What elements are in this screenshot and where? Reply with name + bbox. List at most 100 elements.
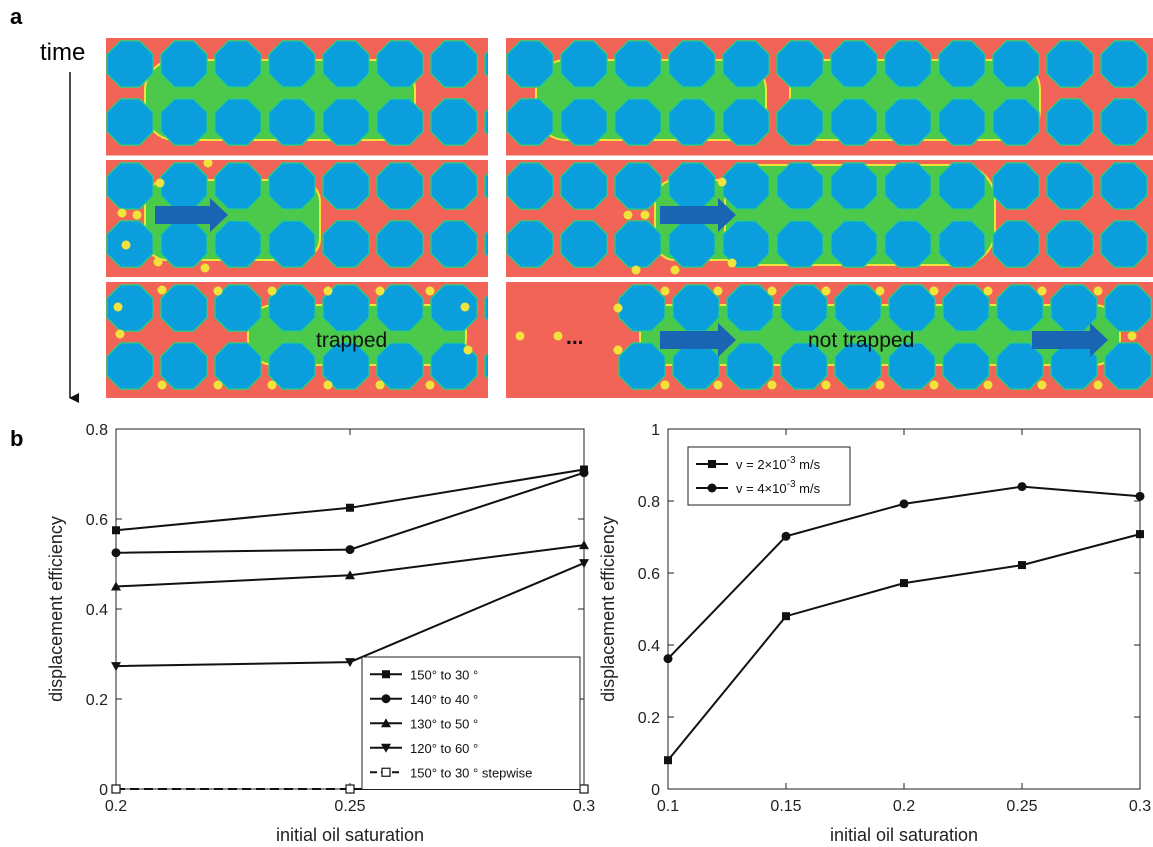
oil-droplet <box>767 286 777 296</box>
grain <box>484 352 488 380</box>
legend-box <box>687 446 851 506</box>
oil-droplet <box>153 257 163 267</box>
x-tick-label: 0.25 <box>334 798 365 815</box>
oil-droplet <box>157 380 167 390</box>
oil-droplet <box>660 380 670 390</box>
grain <box>376 342 424 390</box>
grain <box>672 342 720 390</box>
grain <box>430 342 478 390</box>
marker-circle <box>381 694 391 704</box>
time-label: time <box>40 39 85 66</box>
marker-triangle-down <box>345 658 355 668</box>
grain <box>1046 40 1094 88</box>
grain <box>268 220 316 268</box>
annotation-not-trapped: not trapped <box>808 329 914 352</box>
grain <box>506 220 554 268</box>
oil-droplet <box>1093 380 1103 390</box>
x-tick-label: 0.3 <box>1129 798 1151 815</box>
series-2 <box>111 468 589 558</box>
marker-square <box>112 526 120 535</box>
y-axis-label: displacement efficiency <box>46 516 66 702</box>
snapshot-content <box>106 282 488 398</box>
oil-droplet <box>157 285 167 295</box>
grain <box>722 98 770 146</box>
grain <box>376 162 424 210</box>
grain <box>160 342 208 390</box>
x-axis-label: initial oil saturation <box>830 825 978 845</box>
oil-droplet <box>515 331 525 341</box>
marker-circle <box>663 654 673 664</box>
flow-arrow <box>660 323 736 357</box>
legend: 150° to 30 ° 140° to 40 ° 130° to 50 ° 120°… <box>361 656 581 790</box>
snapshot-5 <box>506 160 1153 277</box>
snapshot-1 <box>106 38 488 156</box>
x-tick-label: 0.3 <box>573 798 595 815</box>
oil-droplet <box>929 286 939 296</box>
grain <box>560 98 608 146</box>
grain <box>1104 342 1152 390</box>
oil-droplet <box>425 286 435 296</box>
legend-text-suffix: m/s <box>796 457 821 472</box>
oil-droplet <box>1093 286 1103 296</box>
oil-droplet <box>375 380 385 390</box>
marker-square <box>1018 561 1026 570</box>
flow-arrow <box>155 198 228 232</box>
grain <box>888 342 936 390</box>
marker-circle <box>1017 482 1027 492</box>
series-4 <box>111 559 589 672</box>
grain <box>160 40 208 88</box>
grain <box>830 40 878 88</box>
grain <box>430 98 478 146</box>
oil-droplet <box>983 380 993 390</box>
grain <box>268 342 316 390</box>
y-tick-label: 0.2 <box>638 710 660 727</box>
oil-droplet <box>717 177 727 187</box>
y-tick-label: 0.6 <box>638 566 660 583</box>
grain <box>322 40 370 88</box>
grain <box>484 294 488 322</box>
oil-droplet <box>213 380 223 390</box>
marker-square <box>346 503 354 512</box>
legend-entry: 130° to 50 ° <box>410 716 478 731</box>
snapshot-content <box>106 38 488 156</box>
grain <box>722 162 770 210</box>
marker-circle <box>579 468 589 478</box>
grain <box>618 342 666 390</box>
grain <box>938 162 986 210</box>
grain <box>214 162 262 210</box>
y-tick-label: 0 <box>651 782 660 799</box>
grain <box>996 342 1044 390</box>
legend: v = 2×10-3 m/sv = 4×10-3 m/s <box>687 446 851 506</box>
water-region <box>506 282 618 398</box>
panel-a-label: a <box>10 4 23 29</box>
oil-droplet <box>375 286 385 296</box>
oil-droplet <box>463 345 473 355</box>
grain <box>776 162 824 210</box>
grain <box>780 284 828 332</box>
grain <box>268 40 316 88</box>
grain <box>484 230 488 258</box>
grain <box>884 40 932 88</box>
grain <box>726 342 774 390</box>
oil-droplet <box>623 210 633 220</box>
grain <box>506 162 554 210</box>
grain <box>506 98 554 146</box>
marker-triangle-up <box>345 570 355 580</box>
grain <box>1100 162 1148 210</box>
snapshot-2 <box>106 160 488 277</box>
y-axis-label: displacement efficiency <box>598 516 618 702</box>
grain <box>830 220 878 268</box>
oil-droplet <box>113 302 123 312</box>
grain <box>830 162 878 210</box>
oil-droplet <box>821 286 831 296</box>
oil-droplet <box>203 160 213 168</box>
y-tick-label: 0.6 <box>86 512 108 529</box>
marker-square <box>1136 530 1144 539</box>
oil-droplet <box>553 331 563 341</box>
grain <box>106 162 154 210</box>
oil-droplet <box>660 286 670 296</box>
oil-droplet <box>132 210 142 220</box>
marker-triangle-down <box>381 743 391 753</box>
